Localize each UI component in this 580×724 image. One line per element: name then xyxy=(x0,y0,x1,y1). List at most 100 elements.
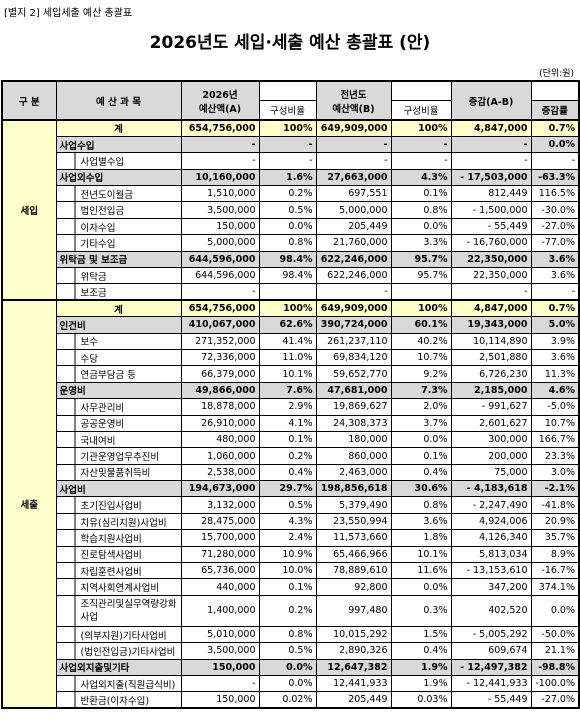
value-cell: 1.9% xyxy=(390,674,452,693)
table-row: 진로탐색사업비 71,280,000 10.9% 65,466,966 10.1% 5,8… xyxy=(2,545,580,564)
table-row: 사업수입 - - - - -0.0% xyxy=(2,135,580,154)
table-row: 법인전입금 3,500,000 0.5% 5,000,000 0.8% - 1,500,0… xyxy=(2,201,580,219)
value-cell: 6,726,230 xyxy=(450,365,532,383)
item-cell: 공공운영비 xyxy=(55,414,182,432)
value-cell: 3.6% xyxy=(530,267,580,285)
value-cell: 100% xyxy=(390,299,452,318)
value-cell: 11.6% xyxy=(390,562,452,580)
table-row: 기관운영업무추진비 1,060,000 0.2% 860,000 0.1% 200,000… xyxy=(2,447,580,465)
value-cell: - xyxy=(390,152,452,170)
value-cell: 1,400,000 xyxy=(180,594,260,627)
value-cell xyxy=(390,283,452,301)
value-cell: 0.1% xyxy=(258,430,317,449)
value-cell: 649,909,000 xyxy=(315,119,392,137)
value-cell: 23.3% xyxy=(530,447,580,465)
annex-label: [별지 2] 세입세출 예산 총괄표 xyxy=(4,8,133,19)
value-cell: 21,760,000 xyxy=(315,234,392,252)
value-cell: 622,246,000 xyxy=(315,267,392,285)
value-cell: 2,890,326 xyxy=(315,642,392,660)
value-cell: 3.0% xyxy=(530,463,580,482)
value-cell: 2,538,000 xyxy=(180,463,260,482)
item-cell: 자산및물품취득비 xyxy=(55,463,182,482)
value-cell: 0.4% xyxy=(390,642,452,660)
value-cell: 0.0% xyxy=(390,217,452,236)
table-row: 사업별수입 - - - - - - xyxy=(2,152,580,170)
header-cell xyxy=(390,80,452,101)
value-cell: 166.7% xyxy=(530,430,580,449)
value-cell: - xyxy=(530,283,580,301)
value-cell: 0.2% xyxy=(258,447,317,465)
value-cell: 0.5% xyxy=(258,642,317,660)
value-cell: 2,601,627 xyxy=(450,414,532,432)
table-row: 세입 계 654,756,000 100% 649,909,000 100% 4,847,0… xyxy=(1,119,580,301)
value-cell: 4.3% xyxy=(390,168,452,187)
value-cell: 150,000 xyxy=(180,691,260,709)
value-cell: - xyxy=(180,152,260,170)
value-cell: 10,114,890 xyxy=(450,332,532,350)
header-cell: 증감(A-B) xyxy=(450,80,532,121)
value-cell: 11.3% xyxy=(530,365,580,383)
table-row: 세출 계 654,756,000 100% 649,909,000 100% 4,847,0… xyxy=(1,299,580,709)
value-cell: 100% xyxy=(390,119,452,137)
value-cell: 12,441,933 xyxy=(315,674,392,693)
value-cell: 0.0% xyxy=(258,658,317,677)
value-cell: 2,185,000 xyxy=(450,381,532,400)
value-cell: - 2,247,490 xyxy=(450,496,532,514)
section-label: 세입 xyxy=(1,119,57,301)
value-cell: 11.0% xyxy=(258,348,317,367)
value-cell: - xyxy=(315,283,392,301)
value-cell: 22,350,000 xyxy=(450,267,532,285)
header-line: 전년도 xyxy=(340,89,367,101)
item-cell: 사업외지출(직원급식비) xyxy=(55,674,182,693)
value-cell: 10.9% xyxy=(258,545,317,564)
table-row: 사업외수입 10,160,000 1.6% 27,663,000 4.3% - 17,50… xyxy=(2,168,580,187)
value-cell: 3,500,000 xyxy=(180,642,260,660)
value-cell: - 5,005,292 xyxy=(450,625,532,644)
table-row: 운영비 49,866,000 7.6% 47,681,000 7.3% 2,185,000… xyxy=(2,381,580,400)
value-cell: 2,463,000 xyxy=(315,463,392,482)
value-cell: 75,000 xyxy=(450,463,532,482)
table-row: 사업비 194,673,000 29.7% 198,856,618 30.6% - 4,1… xyxy=(2,480,580,498)
value-cell: 440,000 xyxy=(180,578,260,596)
value-cell: 9.2% xyxy=(390,365,452,383)
value-cell: 5,000,000 xyxy=(180,234,260,252)
value-cell: 644,596,000 xyxy=(180,250,260,269)
value-cell: 150,000 xyxy=(180,658,260,677)
table-row: 자산및물품취득비 2,538,000 0.4% 2,463,000 0.4% 75,000… xyxy=(2,463,580,482)
value-cell: 347,200 xyxy=(450,578,532,596)
value-cell: 5,010,000 xyxy=(180,625,260,644)
value-cell: 0.02% xyxy=(258,691,317,709)
item-cell: 이자수입 xyxy=(55,217,182,236)
value-cell: 65,466,966 xyxy=(315,545,392,564)
value-cell: 60.1% xyxy=(390,316,452,334)
value-cell: 0.4% xyxy=(258,463,317,482)
header-cell: 전년도 예산액(B) xyxy=(315,80,392,121)
header-line: 2026년 xyxy=(202,89,238,101)
value-cell: 8.9% xyxy=(530,545,580,564)
value-cell: 0.2% xyxy=(258,185,317,203)
value-cell: 2.0% xyxy=(390,398,452,416)
value-cell: 71,280,000 xyxy=(180,545,260,564)
value-cell: - 991,627 xyxy=(450,398,532,416)
value-cell: -16.7% xyxy=(530,562,580,580)
value-cell: 3.6% xyxy=(530,348,580,367)
value-cell: 95.7% xyxy=(390,250,452,269)
header-cell: 구성비율 xyxy=(258,100,317,121)
table-row: 전년도이월금 1,510,000 0.2% 697,551 0.1% 812,449 116… xyxy=(2,185,580,203)
value-cell: 3,500,000 xyxy=(180,201,260,219)
value-cell: 0.5% xyxy=(258,496,317,514)
value-cell: 100% xyxy=(258,299,317,318)
table-row: 조직관리및실무역량강화사업 1,400,000 0.2% 997,480 0.3% 402… xyxy=(2,594,580,627)
header-cell: 구 분 xyxy=(1,80,57,121)
value-cell: 3,132,000 xyxy=(180,496,260,514)
item-cell: 진로탐색사업비 xyxy=(55,545,182,564)
value-cell: 0.0% xyxy=(530,135,580,154)
value-cell: - xyxy=(390,135,452,154)
value-cell: - 12,497,382 xyxy=(450,658,532,677)
value-cell xyxy=(258,283,317,301)
item-cell: 사업외수입 xyxy=(55,168,182,187)
table-row: 연금부담금 등 66,379,000 10.1% 59,652,770 9.2% 6,72… xyxy=(2,365,580,383)
value-cell: 997,480 xyxy=(315,594,392,627)
value-cell: - xyxy=(530,152,580,170)
